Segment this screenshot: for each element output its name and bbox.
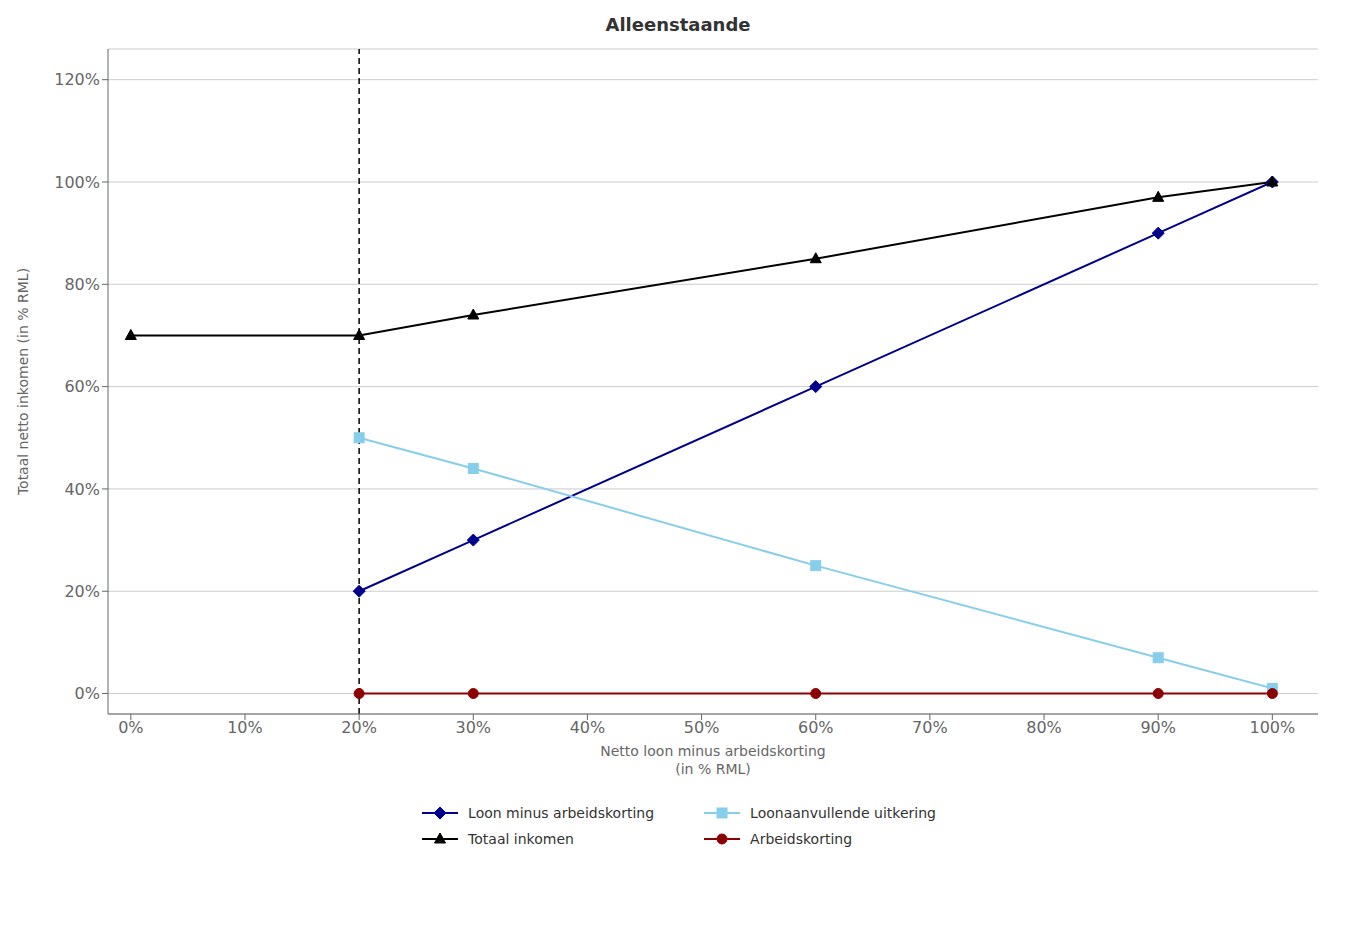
svg-text:100%: 100% bbox=[1249, 718, 1295, 737]
svg-text:60%: 60% bbox=[64, 377, 100, 396]
svg-text:0%: 0% bbox=[75, 684, 100, 703]
html-text:Arbeidskorting: Arbeidskorting bbox=[750, 831, 853, 847]
svg-text:40%: 40% bbox=[64, 480, 100, 499]
html-text:Totaal inkomen: Totaal inkomen bbox=[468, 831, 574, 847]
svg-text:120%: 120% bbox=[54, 70, 100, 89]
html-text:Alleenstaande: Alleenstaande bbox=[605, 14, 751, 35]
svg-text:20%: 20% bbox=[341, 718, 377, 737]
svg-text:80%: 80% bbox=[1026, 718, 1062, 737]
svg-text:40%: 40% bbox=[570, 718, 606, 737]
svg-text:Totaal netto inkomen (in % RML: Totaal netto inkomen (in % RML) bbox=[15, 268, 31, 496]
svg-text:30%: 30% bbox=[456, 718, 492, 737]
html-text:Loon minus arbeidskorting: Loon minus arbeidskorting bbox=[468, 805, 655, 821]
svg-text:20%: 20% bbox=[64, 582, 100, 601]
svg-text:50%: 50% bbox=[684, 718, 720, 737]
svg-text:100%: 100% bbox=[54, 173, 100, 192]
svg-text:70%: 70% bbox=[912, 718, 948, 737]
svg-text:80%: 80% bbox=[64, 275, 100, 294]
svg-text:60%: 60% bbox=[798, 718, 834, 737]
html-text:Loonaanvullende uitkering: Loonaanvullende uitkering bbox=[750, 805, 936, 821]
svg-text:0%: 0% bbox=[118, 718, 143, 737]
svg-text:Netto loon minus arbeidskortin: Netto loon minus arbeidskorting(in % RML… bbox=[600, 743, 825, 777]
svg-text:90%: 90% bbox=[1140, 718, 1176, 737]
svg-text:10%: 10% bbox=[227, 718, 263, 737]
